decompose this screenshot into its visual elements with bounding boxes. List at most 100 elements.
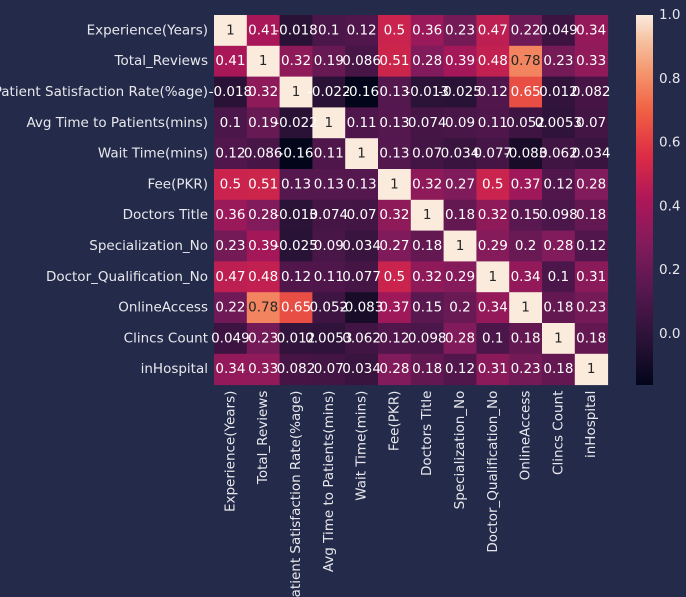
heatmap-cell xyxy=(312,169,346,201)
cell-annotation: 0.098 xyxy=(408,330,447,346)
cell-annotation: 0.32 xyxy=(248,84,278,100)
cell-annotation: 0.077 xyxy=(473,146,512,162)
cell-annotation: -0.025 xyxy=(274,238,318,254)
cell-annotation: 0.13 xyxy=(379,115,409,131)
cell-annotation: 0.074 xyxy=(408,115,447,131)
cell-annotation: 0.5 xyxy=(384,22,405,38)
heatmap-cell xyxy=(410,323,445,355)
heatmap-cell xyxy=(312,45,346,78)
heatmap-cell xyxy=(410,107,445,139)
cell-annotation: 0.1 xyxy=(548,269,569,285)
colorbar: 0.0 0.2 0.4 0.6 0.8 1.0 xyxy=(636,7,680,385)
y-tick-label: Patient Satisfaction Rate(%age) xyxy=(0,84,208,100)
heatmap-cell xyxy=(279,107,313,139)
heatmap-cell xyxy=(345,261,379,293)
heatmap-cell xyxy=(574,261,609,293)
cell-annotation: 0.47 xyxy=(478,22,508,38)
heatmap-cell xyxy=(410,199,445,232)
heatmap-cell xyxy=(443,138,477,170)
cell-annotation: 1 xyxy=(489,269,498,285)
cell-annotation: 0.18 xyxy=(412,361,442,377)
heatmap-cell xyxy=(312,323,346,355)
cell-annotation: 0.049 xyxy=(539,22,578,38)
cell-annotation: 0.07 xyxy=(412,146,442,162)
heatmap-cell xyxy=(214,261,248,293)
cell-annotation: 0.086 xyxy=(342,53,381,69)
cell-annotation: 0.1 xyxy=(482,330,503,346)
cell-annotation: 0.12 xyxy=(445,361,475,377)
heatmap-cell xyxy=(476,230,510,262)
y-tick-label: Specialization_No xyxy=(89,238,208,254)
x-tick-label: Clincs Count xyxy=(550,391,566,475)
cell-annotation: 0.27 xyxy=(379,238,409,254)
heatmap-cell xyxy=(443,323,477,355)
cell-annotation: 0.18 xyxy=(543,361,573,377)
cell-annotation: 1 xyxy=(292,84,301,100)
cell-annotation: -0.083 xyxy=(504,146,548,162)
heatmap-cell xyxy=(509,353,543,386)
heatmap-cell xyxy=(542,261,576,293)
heatmap-cell xyxy=(542,138,576,170)
cell-annotation: 0.12 xyxy=(478,84,508,100)
cell-annotation: 0.1 xyxy=(318,22,339,38)
cell-annotation: 0.5 xyxy=(220,176,241,192)
cell-annotation: 0.062 xyxy=(539,146,578,162)
cell-annotation: 0.11 xyxy=(314,269,344,285)
cell-annotation: -0.013 xyxy=(274,207,318,223)
heatmap-cell xyxy=(279,261,313,293)
cell-annotation: 0.41 xyxy=(248,22,278,38)
cell-annotation: 0.12 xyxy=(215,146,245,162)
heatmap-cell xyxy=(410,45,445,78)
cell-annotation: 0.65 xyxy=(281,300,311,316)
cell-annotation: 0.48 xyxy=(248,269,278,285)
cell-annotation: 0.32 xyxy=(412,176,442,192)
heatmap-cell xyxy=(246,107,281,139)
cell-annotation: 0.33 xyxy=(576,53,606,69)
heatmap-cell xyxy=(443,353,477,386)
cell-annotation: 1 xyxy=(390,176,399,192)
cell-annotation: 0.13 xyxy=(347,176,377,192)
cell-annotation: 0.34 xyxy=(511,269,541,285)
heatmap-cell xyxy=(574,45,609,78)
heatmap-cell xyxy=(476,199,510,232)
heatmap-cell xyxy=(443,199,477,232)
cell-annotation: 0.12 xyxy=(347,22,377,38)
heatmap-cell xyxy=(246,292,281,324)
heatmap-cell xyxy=(443,15,477,47)
cell-annotation: 0.31 xyxy=(576,269,606,285)
cell-annotation: 0.13 xyxy=(379,84,409,100)
cell-annotation: 0.39 xyxy=(445,53,475,69)
cell-annotation: -0.018 xyxy=(274,22,318,38)
heatmap-cell xyxy=(246,323,281,355)
x-tick-label: Experience(Years) xyxy=(222,391,238,512)
heatmap-cell xyxy=(246,138,281,170)
heatmap-cell xyxy=(443,45,477,78)
heatmap-cell xyxy=(279,353,313,386)
heatmap-cell xyxy=(410,15,445,47)
cell-annotation: 0.034 xyxy=(441,146,480,162)
cell-annotation: 0.034 xyxy=(342,238,381,254)
heatmap-cell xyxy=(214,76,248,108)
cell-annotation: 0.36 xyxy=(412,22,442,38)
cell-annotation: 0.65 xyxy=(511,84,541,100)
heatmap-cell xyxy=(279,230,313,262)
heatmap-cell xyxy=(378,169,412,201)
heatmap-cell xyxy=(542,353,576,386)
heatmap-cell xyxy=(542,292,576,324)
heatmap-cell xyxy=(279,45,313,78)
cell-annotation: 0.07 xyxy=(347,207,377,223)
cell-annotation: 0.23 xyxy=(543,53,573,69)
cell-annotation: 0.23 xyxy=(511,361,541,377)
heatmap-cell xyxy=(312,138,346,170)
y-tick-label: Doctor_Qualification_No xyxy=(46,269,208,285)
heatmap-cell xyxy=(410,169,445,201)
heatmap-cell xyxy=(574,199,609,232)
cell-annotation: 0.5 xyxy=(482,176,503,192)
cell-annotation: 0.31 xyxy=(478,361,508,377)
cell-annotation: 0.012 xyxy=(277,330,316,346)
cell-annotation: 0.23 xyxy=(445,22,475,38)
heatmap-cell xyxy=(542,169,576,201)
heatmap-cell xyxy=(378,138,412,170)
heatmap-cell xyxy=(542,199,576,232)
